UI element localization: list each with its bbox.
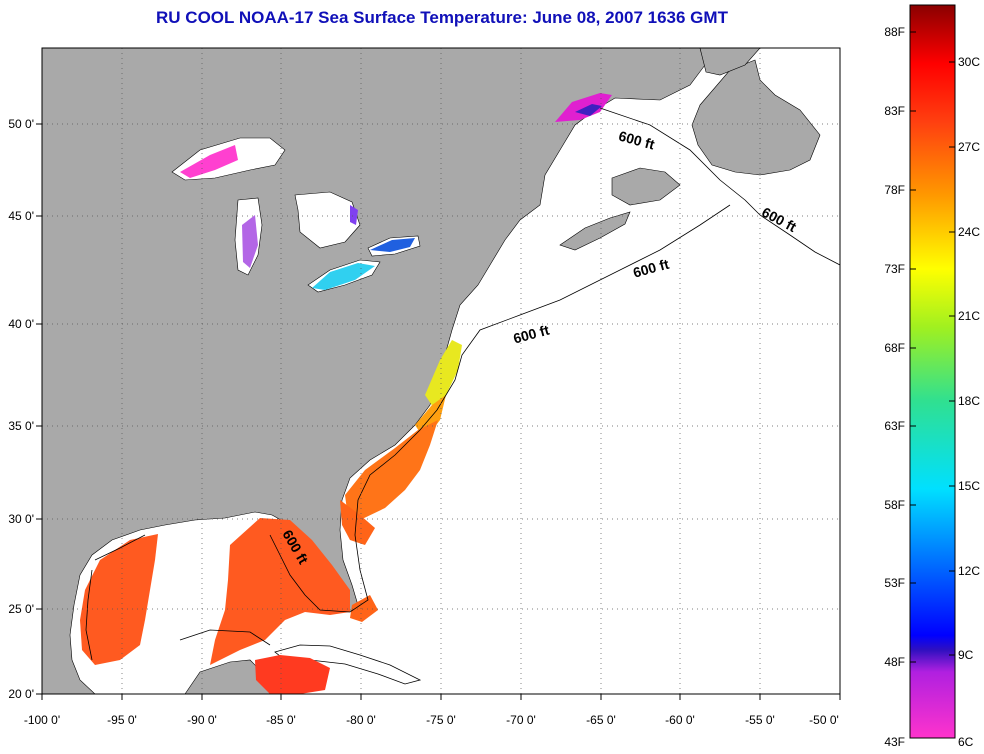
colorbar-f-label: 53F — [884, 576, 905, 590]
y-tick-label: 35 0' — [8, 419, 34, 433]
land-nova-scotia — [559, 211, 631, 251]
colorbar-f-label: 73F — [884, 262, 905, 276]
colorbar-c-label: 6C — [958, 735, 974, 749]
colorbar-c-label: 18C — [958, 394, 980, 408]
colorbar-f-label: 63F — [884, 419, 905, 433]
colorbar-f-label: 88F — [884, 25, 905, 39]
gulf-west-sst — [80, 534, 158, 665]
colorbar-c-label: 9C — [958, 648, 974, 662]
atlantic-sst-orange-2 — [345, 420, 438, 520]
x-tick-label: -75 0' — [426, 713, 456, 727]
st-lawrence-sst — [555, 93, 612, 122]
colorbar-f-label: 48F — [884, 655, 905, 669]
colorbar-f-label: 78F — [884, 183, 905, 197]
colorbar-c-label: 27C — [958, 140, 980, 154]
colorbar-c-label: 21C — [958, 309, 980, 323]
florida-straits-sst — [350, 595, 378, 622]
x-tick-label: -50 0' — [809, 713, 839, 727]
x-tick-label: -65 0' — [586, 713, 616, 727]
colorbar-c-label: 15C — [958, 479, 980, 493]
y-tick-label: 25 0' — [8, 602, 34, 616]
y-tick-label: 20 0' — [8, 687, 34, 701]
gulf-east-sst — [210, 518, 350, 665]
lake-ontario-sst — [370, 238, 415, 252]
x-tick-label: -60 0' — [665, 713, 695, 727]
caribbean-sst — [255, 655, 330, 694]
isobath-600ft — [85, 107, 840, 661]
x-tick-label: -55 0' — [745, 713, 775, 727]
st-lawrence-sst-blue — [575, 104, 602, 116]
x-tick-label: -70 0' — [506, 713, 536, 727]
y-tick-label: 45 0' — [8, 209, 34, 223]
y-tick-label: 40 0' — [8, 317, 34, 331]
map-body — [42, 48, 840, 694]
lake-erie-sst — [312, 263, 375, 290]
colorbar-c-label: 24C — [958, 225, 980, 239]
lake-huron — [294, 191, 361, 249]
colorbar-c-label: 30C — [958, 55, 980, 69]
colorbar-f-label: 83F — [884, 104, 905, 118]
x-tick-label: -90 0' — [187, 713, 217, 727]
colorbar-f-label: 43F — [884, 735, 905, 749]
land-pei-cape-breton — [611, 167, 681, 206]
florida-sst — [340, 500, 375, 545]
land-north-america — [42, 48, 706, 694]
land-newfoundland — [691, 59, 821, 176]
colorbar-f-label: 68F — [884, 341, 905, 355]
y-tick-label: 50 0' — [8, 117, 34, 131]
x-tick-label: -80 0' — [346, 713, 376, 727]
colorbar-f-label: 58F — [884, 498, 905, 512]
land-labrador — [699, 48, 761, 76]
x-tick-label: -95 0' — [107, 713, 137, 727]
x-tick-label: -100 0' — [24, 713, 60, 727]
x-tick-label: -85 0' — [266, 713, 296, 727]
colorbar-gradient — [909, 4, 956, 739]
lake-superior-sst — [180, 145, 238, 178]
tick-marks — [36, 123, 841, 700]
atlantic-sst-yellow — [425, 340, 462, 410]
colorbar: 88F 83F 78F 73F 68F 63F 58F 53F 48F 43F … — [884, 4, 980, 749]
colorbar-ticks — [910, 31, 955, 663]
map-title: RU COOL NOAA-17 Sea Surface Temperature:… — [156, 8, 728, 27]
gridlines — [42, 48, 840, 694]
lake-michigan-sst — [242, 215, 258, 268]
land-yucatan — [184, 659, 271, 694]
colorbar-c-label: 12C — [958, 564, 980, 578]
y-tick-label: 30 0' — [8, 512, 34, 526]
lake-huron-sst — [350, 205, 358, 225]
